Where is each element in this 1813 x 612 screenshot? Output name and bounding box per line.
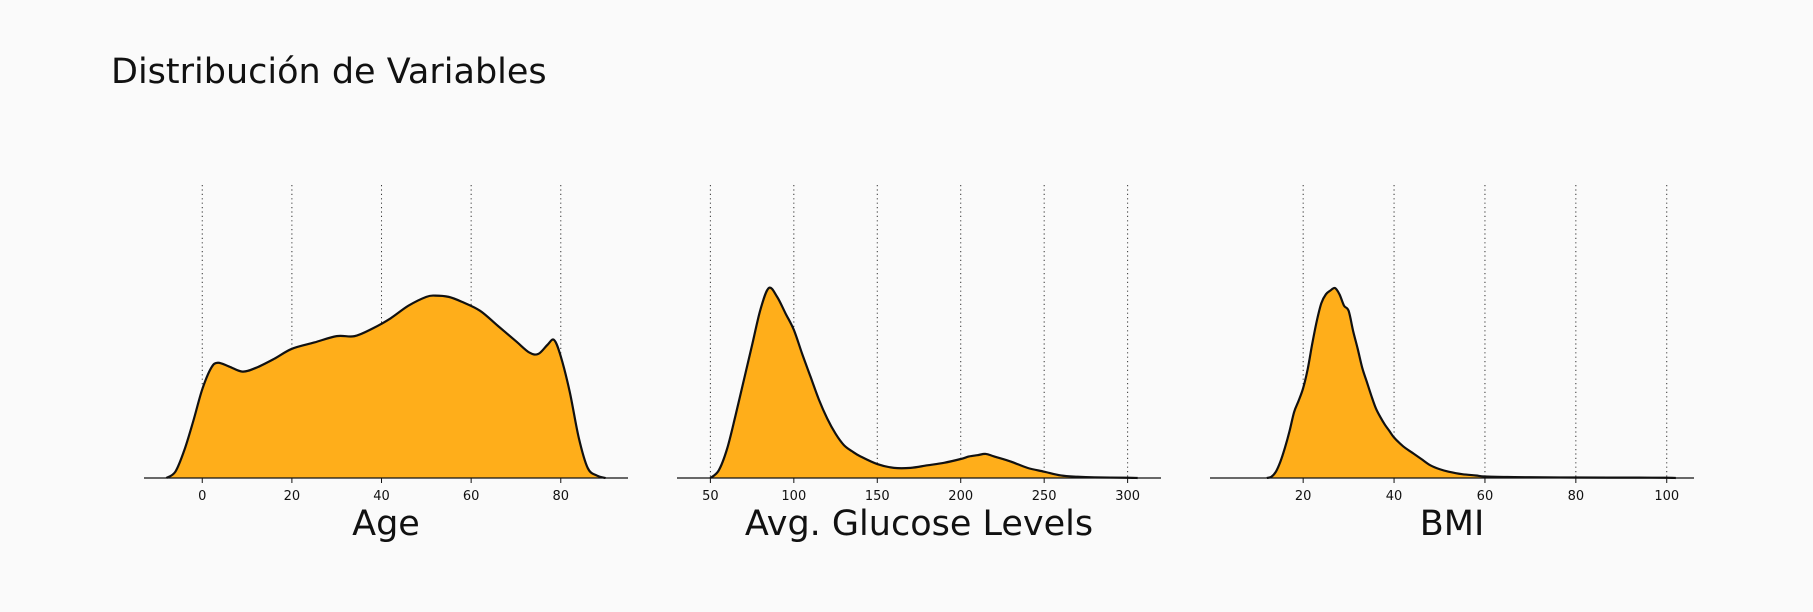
x-tick-label: 80 xyxy=(1568,489,1585,504)
x-tick-label: 20 xyxy=(284,489,301,504)
glucose-density-chart: 50 100 150 200 250 300 Avg. Glucose Levels xyxy=(677,185,1161,544)
x-tick-label: 50 xyxy=(702,489,719,504)
x-tick-label: 150 xyxy=(865,489,890,504)
density-area xyxy=(1266,287,1676,478)
x-tick-label: 40 xyxy=(1386,489,1403,504)
x-tick-label: 40 xyxy=(373,489,390,504)
density-line xyxy=(165,294,606,480)
x-tick-label: 60 xyxy=(463,489,480,504)
density-area xyxy=(710,287,1138,478)
x-axis-label: BMI xyxy=(1420,504,1485,544)
x-tick-label: 0 xyxy=(198,489,206,504)
x-axis-label: Age xyxy=(352,504,420,544)
density-line xyxy=(1266,286,1676,480)
age-density-chart: 0 20 40 60 80 Age xyxy=(144,185,628,544)
x-tick-label: 80 xyxy=(553,489,570,504)
density-area xyxy=(166,295,606,478)
x-tick-label: 300 xyxy=(1115,489,1140,504)
x-tick-label: 250 xyxy=(1032,489,1057,504)
x-tick-label: 100 xyxy=(781,489,806,504)
x-tick-label: 20 xyxy=(1295,489,1312,504)
x-tick-label: 100 xyxy=(1654,489,1679,504)
page-title: Distribución de Variables xyxy=(111,52,547,92)
x-tick-label: 60 xyxy=(1477,489,1494,504)
density-line xyxy=(709,286,1138,480)
bmi-density-chart: 20 40 60 80 100 BMI xyxy=(1210,185,1694,544)
x-axis-label: Avg. Glucose Levels xyxy=(745,504,1093,544)
x-tick-label: 200 xyxy=(948,489,973,504)
